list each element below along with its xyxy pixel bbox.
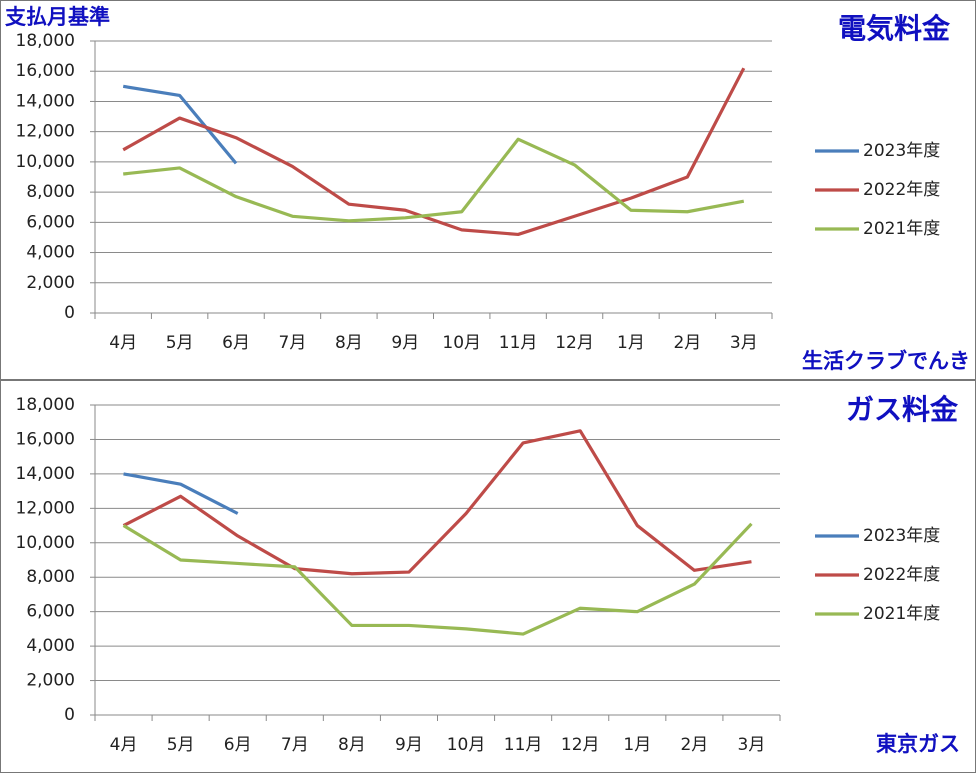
series-line (123, 137, 745, 223)
series-line (122, 84, 238, 165)
x-tick-label: 5月 (167, 735, 195, 755)
x-tick-label: 9月 (395, 735, 423, 755)
y-tick-label: 14,000 (16, 91, 75, 111)
x-tick-label: 2月 (673, 333, 701, 353)
x-tick-label: 7月 (281, 735, 309, 755)
subtitle: 支払月基準 (5, 5, 110, 29)
x-tick-label: 6月 (224, 735, 252, 755)
x-tick-label: 12月 (561, 735, 600, 755)
x-tick-label: 1月 (623, 735, 651, 755)
x-tick-label: 10月 (442, 333, 481, 353)
y-tick-label: 12,000 (16, 498, 75, 518)
legend-label: 2023年度 (863, 141, 940, 161)
y-tick-label: 6,000 (26, 212, 75, 232)
x-tick-label: 8月 (338, 735, 366, 755)
y-tick-label: 12,000 (16, 122, 75, 142)
y-tick-label: 18,000 (16, 395, 75, 415)
annotation: 生活クラブでんき (802, 349, 970, 373)
frame (0, 0, 976, 380)
y-tick-label: 10,000 (16, 152, 75, 172)
series-line (122, 429, 752, 576)
y-tick-label: 6,000 (26, 602, 75, 622)
y-tick-label: 16,000 (16, 429, 75, 449)
y-tick-label: 10,000 (16, 533, 75, 553)
y-tick-label: 0 (64, 705, 75, 725)
series-line (122, 67, 746, 237)
series-line (122, 522, 753, 636)
legend-label: 2021年度 (863, 219, 940, 239)
x-tick-label: 10月 (447, 735, 486, 755)
x-tick-label: 7月 (279, 333, 307, 353)
x-tick-label: 6月 (222, 333, 250, 353)
y-tick-label: 8,000 (26, 567, 75, 587)
frame (0, 380, 976, 773)
y-tick-label: 14,000 (16, 464, 75, 484)
y-tick-label: 0 (64, 303, 75, 323)
x-tick-label: 5月 (166, 333, 194, 353)
x-tick-label: 12月 (555, 333, 594, 353)
y-tick-label: 4,000 (26, 636, 75, 656)
y-tick-label: 2,000 (26, 273, 75, 293)
y-tick-label: 16,000 (16, 61, 75, 81)
chart-title: ガス料金 (846, 393, 959, 426)
x-tick-label: 3月 (730, 333, 758, 353)
x-tick-label: 11月 (499, 333, 538, 353)
x-tick-label: 4月 (109, 333, 137, 353)
x-tick-label: 1月 (617, 333, 645, 353)
x-tick-label: 9月 (391, 333, 419, 353)
y-tick-label: 18,000 (16, 31, 75, 51)
annotation: 東京ガス (876, 732, 960, 756)
x-tick-label: 3月 (738, 735, 766, 755)
x-tick-label: 2月 (680, 735, 708, 755)
legend-label: 2022年度 (863, 565, 940, 585)
x-tick-label: 11月 (504, 735, 543, 755)
legend-label: 2022年度 (863, 180, 940, 200)
x-tick-label: 4月 (110, 735, 138, 755)
chart-title: 電気料金 (838, 12, 951, 45)
legend-label: 2023年度 (863, 526, 940, 546)
x-tick-label: 8月 (335, 333, 363, 353)
y-tick-label: 4,000 (26, 243, 75, 263)
y-tick-label: 2,000 (26, 671, 75, 691)
series-line (123, 472, 239, 515)
legend-label: 2021年度 (863, 604, 940, 624)
y-tick-label: 8,000 (26, 182, 75, 202)
